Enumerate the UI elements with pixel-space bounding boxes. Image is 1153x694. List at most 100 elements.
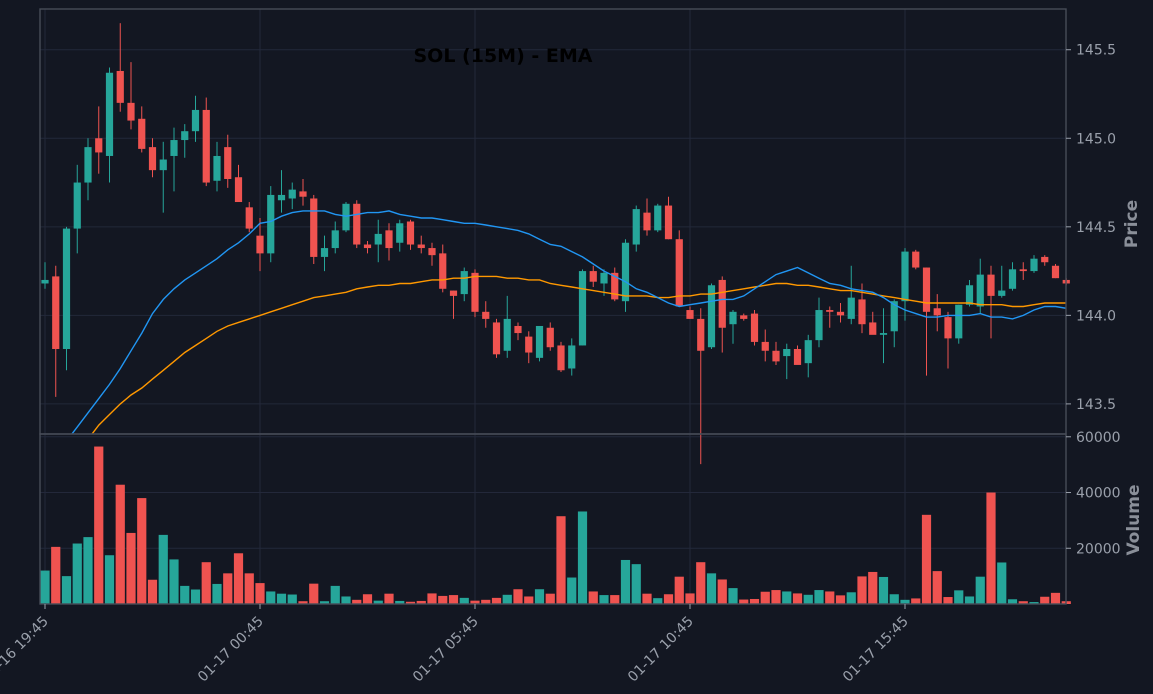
volume-bar [137, 498, 147, 604]
candle-body [342, 203, 350, 231]
price-panel-grid [40, 9, 1066, 434]
volume-bar [298, 601, 308, 604]
x-tick-label: 01-16 19:45 [0, 614, 52, 686]
candle-body [697, 318, 705, 351]
volume-bar [889, 594, 899, 604]
candle-body [1008, 269, 1017, 289]
candle-body [105, 72, 114, 156]
volume-bar [147, 579, 158, 604]
candle-body [417, 244, 425, 249]
candle-body [331, 230, 339, 249]
candle-body [912, 251, 920, 268]
candle-body [428, 248, 436, 256]
price-axis-title: Price [1122, 200, 1142, 248]
ema-fast-line [71, 210, 1066, 434]
volume-bar [653, 598, 663, 604]
volume-bar [943, 597, 953, 604]
candle-body [546, 327, 554, 348]
candle-body [783, 349, 791, 357]
candle-body [62, 228, 71, 349]
volume-bar [706, 573, 717, 604]
volume-bar [835, 595, 846, 604]
volume-bar [760, 591, 770, 604]
candle-body [52, 276, 60, 349]
candle-body [826, 310, 834, 312]
volume-bar [900, 599, 910, 604]
volume-tick-label: 60000 [1076, 430, 1121, 446]
volume-bar [771, 590, 781, 604]
price-candles [41, 23, 1070, 465]
volume-bar [223, 573, 233, 604]
volume-bar [61, 576, 72, 604]
volume-bar [158, 534, 168, 604]
candle-body [299, 191, 307, 197]
volume-bar [685, 593, 695, 604]
time-x-axis: 01-16 19:45 01-17 00:45 01-17 05:45 01-17 1… [0, 604, 912, 685]
candle-body [84, 147, 92, 183]
volume-bar [1029, 602, 1039, 604]
candle-body [245, 207, 253, 229]
candle-body [148, 147, 157, 171]
price-tick-label: 143.5 [1076, 397, 1116, 413]
volume-bar [642, 593, 652, 604]
volume-bar [276, 593, 287, 604]
volume-bar [534, 589, 545, 604]
candle-body [621, 242, 630, 302]
volume-bar [384, 593, 394, 604]
price-tick-label: 145.0 [1076, 131, 1116, 147]
volume-bar [1050, 592, 1061, 604]
volume-bar [395, 600, 405, 604]
candle-body [836, 311, 845, 316]
volume-axis-title: Volume [1124, 484, 1144, 555]
candle-body [277, 194, 286, 201]
candle-body [374, 233, 382, 245]
volume-bar [857, 576, 867, 604]
candle-body [288, 189, 296, 199]
candle-body [654, 205, 662, 231]
candle-body [256, 235, 264, 254]
price-y-axis: 143.5 144.0 144.5 145.0 145.5 [1066, 43, 1116, 413]
volume-bar [749, 598, 760, 604]
volume-bar [448, 595, 459, 604]
volume-bar [954, 590, 964, 604]
volume-bar [631, 564, 641, 604]
volume-bar [459, 597, 469, 604]
candle-body [804, 340, 812, 364]
volume-bar [717, 579, 727, 604]
candle-body [761, 341, 769, 351]
volume-bar [341, 596, 351, 604]
candle-body [987, 274, 995, 296]
candle-body [353, 203, 361, 245]
volume-bar [94, 446, 104, 604]
candle-body [664, 205, 673, 240]
volume-tick-label: 40000 [1076, 486, 1121, 502]
candle-body [611, 272, 619, 300]
candle-body [138, 118, 146, 149]
candle-body [1051, 265, 1060, 279]
candle-body [396, 223, 404, 243]
candle-body [202, 109, 210, 183]
volume-bar [577, 511, 588, 604]
candle-body [116, 70, 124, 103]
candle-body [191, 109, 200, 132]
volume-bar [481, 599, 491, 604]
volume-bars [40, 446, 1071, 604]
candle-body [944, 317, 952, 339]
volume-bar [921, 514, 932, 604]
candle-body [310, 198, 318, 257]
volume-bar [588, 591, 598, 604]
candle-body [127, 102, 135, 121]
volume-bar [201, 562, 211, 604]
volume-bar [663, 594, 674, 604]
candle-body [406, 221, 415, 245]
volume-bar [674, 576, 684, 604]
candle-body [213, 155, 221, 181]
candle-body [535, 325, 544, 358]
volume-bar [739, 599, 749, 604]
volume-bar [997, 562, 1007, 604]
candle-body [525, 336, 533, 353]
volume-bar [72, 543, 82, 604]
ema-slow-line [91, 275, 1066, 434]
candle-body [514, 325, 522, 334]
candle-body [998, 290, 1006, 296]
